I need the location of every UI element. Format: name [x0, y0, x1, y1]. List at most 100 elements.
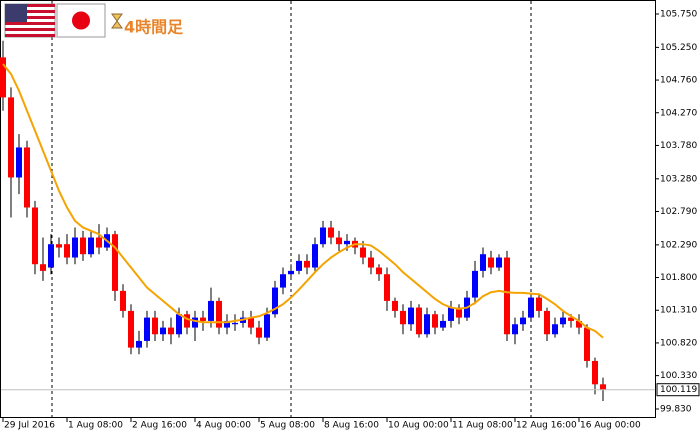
y-tick-label: 103.280 — [660, 174, 697, 184]
candle-body — [448, 307, 454, 321]
candle-body — [520, 317, 526, 325]
candle-body — [56, 244, 62, 248]
timeframe-title: 4時間足 — [124, 18, 184, 37]
candle-body — [160, 327, 166, 335]
y-tick-label: 100.330 — [660, 371, 697, 381]
candle-body — [80, 237, 86, 255]
candle-body — [432, 314, 438, 328]
x-tick-label: 12 Aug 16:00 — [516, 421, 577, 431]
candle-body — [536, 297, 542, 311]
candle-body — [208, 300, 214, 321]
candle-body — [528, 297, 534, 318]
candle-body — [496, 257, 502, 268]
candle-body — [136, 340, 142, 348]
x-tick-label: 11 Aug 08:00 — [452, 421, 513, 431]
hourglass-icon — [111, 13, 123, 29]
candle-body — [0, 57, 6, 98]
y-tick-label: 102.290 — [660, 240, 697, 250]
candle-body — [584, 327, 590, 361]
candle-body — [400, 310, 406, 325]
candle-body — [408, 307, 414, 325]
candle-body — [472, 270, 478, 298]
x-tick-label: 4 Aug 00:00 — [196, 421, 251, 431]
candle-body — [224, 320, 230, 328]
candle-body — [488, 257, 494, 268]
y-tick-label: 104.760 — [660, 76, 697, 86]
marks — [0, 40, 606, 401]
y-tick-label: 100.820 — [660, 338, 697, 348]
candle-body — [328, 227, 334, 238]
plot-frame — [0, 0, 656, 418]
x-tick-label: 10 Aug 00:00 — [388, 421, 449, 431]
candle-body — [576, 320, 582, 328]
candle-body — [8, 97, 14, 178]
candle-body — [600, 384, 606, 390]
candle-body — [72, 237, 78, 258]
candle-body — [384, 274, 390, 301]
candle-body — [560, 317, 566, 325]
candle-body — [440, 320, 446, 328]
candle-body — [504, 257, 510, 335]
candle-body — [232, 322, 238, 325]
x-tick-label: 1 Aug 08:00 — [68, 421, 123, 431]
candle-body — [368, 257, 374, 268]
candle-body — [200, 317, 206, 321]
candle-body — [336, 237, 342, 245]
candle-body — [16, 147, 22, 178]
last-price-label: 100.119 — [660, 385, 697, 395]
candle-body — [280, 274, 286, 288]
x-tick-label: 16 Aug 00:00 — [580, 421, 641, 431]
candle-body — [32, 207, 38, 265]
jp-flag — [56, 3, 106, 38]
candle-body — [64, 244, 70, 258]
us-flag — [4, 3, 56, 38]
y-tick-label: 102.790 — [660, 207, 697, 217]
candle-body — [48, 244, 54, 268]
candle-body — [568, 317, 574, 321]
candle-body — [304, 260, 310, 268]
candle-body — [120, 290, 126, 311]
candle-body — [544, 310, 550, 335]
candle-body — [256, 327, 262, 338]
moving-average — [2, 63, 604, 339]
y-tick-label: 104.270 — [660, 108, 697, 118]
candle-body — [392, 300, 398, 311]
candle-body — [264, 314, 270, 338]
candle-body — [312, 244, 318, 268]
y-tick-label: 101.310 — [660, 306, 697, 316]
candle-body — [272, 287, 278, 315]
candle-body — [40, 264, 46, 271]
candle-body — [296, 260, 302, 271]
x-tick-label: 2 Aug 16:00 — [132, 421, 187, 431]
candle-body — [192, 317, 198, 328]
y-tick-label: 105.250 — [660, 43, 697, 53]
y-tick-label: 99.830 — [660, 404, 692, 414]
candle-body — [512, 324, 518, 335]
last-price-box — [656, 383, 700, 397]
candle-body — [184, 314, 190, 328]
candle-body — [248, 317, 254, 328]
candle-body — [216, 300, 222, 328]
candle-body — [88, 237, 94, 255]
candle-body — [344, 240, 350, 245]
candle-body — [416, 307, 422, 335]
candle-body — [176, 314, 182, 335]
candle-body — [152, 317, 158, 335]
candle-body — [144, 317, 150, 341]
x-tick-label: 5 Aug 08:00 — [260, 421, 315, 431]
candle-body — [24, 147, 30, 208]
candle-body — [376, 267, 382, 275]
candle-body — [168, 327, 174, 335]
candle-body — [456, 307, 462, 318]
candle-body — [96, 237, 102, 248]
candle-body — [128, 310, 134, 348]
x-tick-label: 8 Aug 16:00 — [324, 421, 379, 431]
y-tick-label: 101.800 — [660, 273, 697, 283]
y-tick-label: 103.780 — [660, 141, 697, 151]
x-tick-label: 29 Jul 2016 — [4, 421, 55, 431]
candle-body — [480, 254, 486, 271]
candle-body — [424, 314, 430, 335]
candle-body — [552, 324, 558, 335]
y-tick-label: 105.750 — [660, 10, 697, 20]
